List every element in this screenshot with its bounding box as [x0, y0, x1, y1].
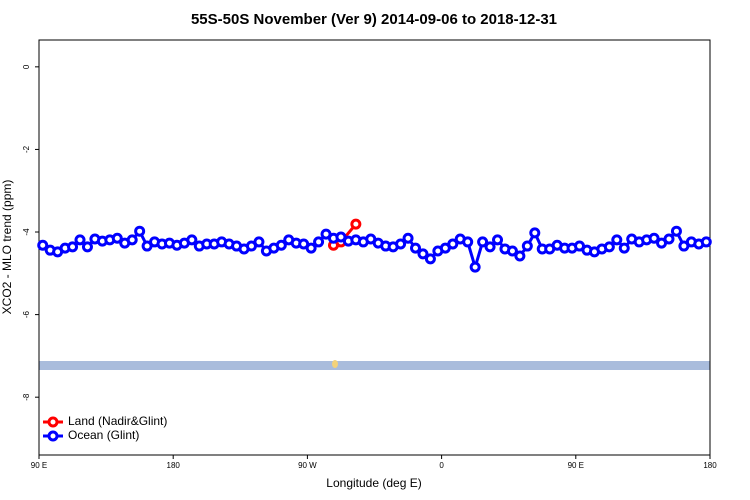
legend: Land (Nadir&Glint)Ocean (Glint) — [43, 414, 167, 442]
point — [111, 232, 123, 244]
chart-title: 55S-50S November (Ver 9) 2014-09-06 to 2… — [191, 11, 557, 28]
point — [648, 232, 660, 244]
point — [611, 234, 623, 246]
point — [74, 234, 86, 246]
point — [514, 250, 526, 262]
point — [663, 233, 675, 245]
x-tick-label: 90 E — [31, 461, 47, 470]
point — [81, 241, 93, 253]
y-axis-label: XCO2 - MLO trend (ppm) — [0, 180, 14, 315]
point — [484, 241, 496, 253]
point — [618, 242, 630, 254]
y-tick-label: -2 — [22, 145, 31, 153]
point — [134, 225, 146, 237]
point — [395, 238, 407, 250]
point — [477, 236, 489, 248]
y-tick-label: -8 — [22, 393, 31, 401]
point — [305, 242, 317, 254]
x-tick-label: 90 E — [568, 461, 584, 470]
point — [492, 234, 504, 246]
point — [275, 239, 287, 251]
legend-label: Ocean (Glint) — [68, 428, 139, 442]
point — [670, 225, 682, 237]
point — [410, 242, 422, 254]
point — [402, 232, 414, 244]
point — [350, 218, 362, 230]
y-tick-label: 0 — [22, 64, 31, 69]
point — [186, 234, 198, 246]
point — [462, 236, 474, 248]
x-tick-label: 180 — [703, 461, 717, 470]
point — [447, 238, 459, 250]
x-tick-label: 90 W — [298, 461, 317, 470]
point — [529, 227, 541, 239]
point — [126, 234, 138, 246]
y-tick-label: -6 — [22, 311, 31, 319]
point — [506, 245, 518, 257]
point — [700, 236, 712, 248]
point — [521, 240, 533, 252]
surface-band — [39, 361, 710, 370]
point — [417, 248, 429, 260]
legend-label: Land (Nadir&Glint) — [68, 414, 167, 428]
point — [603, 241, 615, 253]
y-tick-label: -4 — [22, 228, 31, 236]
land-patch — [332, 360, 338, 368]
x-axis-label: Longitude (deg E) — [326, 476, 421, 490]
point — [424, 253, 436, 265]
point — [469, 261, 481, 273]
x-tick-label: 0 — [439, 461, 444, 470]
legend-marker — [47, 430, 59, 442]
legend-marker — [47, 416, 59, 428]
point — [67, 241, 79, 253]
point — [253, 236, 265, 248]
point — [37, 239, 49, 251]
point — [313, 236, 325, 248]
x-tick-label: 180 — [167, 461, 181, 470]
